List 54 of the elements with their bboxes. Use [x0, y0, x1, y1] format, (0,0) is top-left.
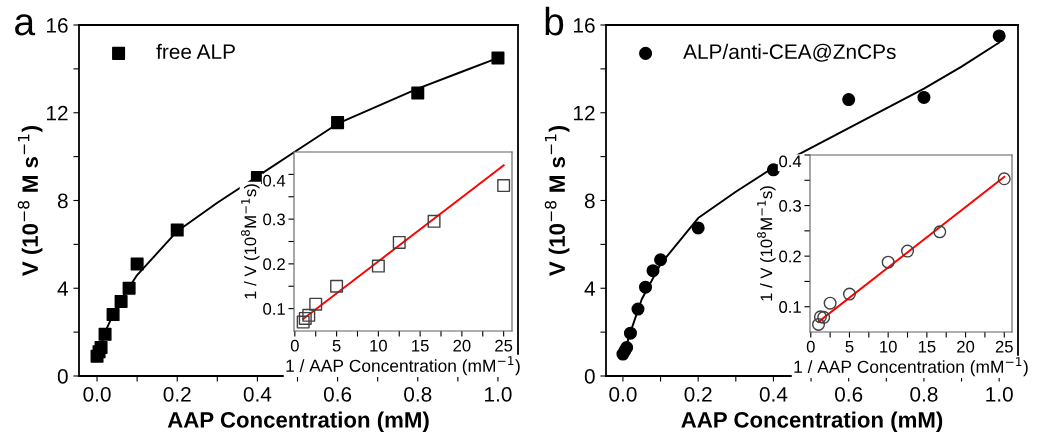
x-tick-label: 15	[412, 339, 429, 352]
y-tick-label: 12	[47, 105, 68, 121]
legend-label: free ALP	[156, 43, 235, 60]
chart-title: a	[15, 14, 36, 36]
x-tick-label: 0.0	[609, 386, 637, 402]
x-axis-title: AAP Concentration (mM)	[681, 411, 943, 433]
y-tick-label: 0.1	[779, 301, 801, 313]
x-tick-label: 0.6	[323, 386, 352, 402]
x-tick-label: 25	[495, 339, 513, 352]
x-tick-label: 0.6	[835, 386, 863, 402]
y-tick-label: 8	[584, 193, 595, 209]
x-tick-label: 0.4	[243, 386, 272, 402]
x-tick-label: 0.2	[684, 386, 712, 402]
y-tick-label: 0.2	[263, 258, 285, 271]
y-tick-label: 16	[574, 18, 595, 33]
y-axis-title: V (10$^{−8}$ M s$^{−1}$)	[544, 126, 570, 277]
x-axis-title: 1 / AAP Concentration (mM$^{−1}$)	[794, 357, 1028, 377]
y-tick-label: 0.4	[263, 174, 286, 187]
x-axis-title: 1 / AAP Concentration (mM$^{−1}$)	[286, 356, 520, 376]
x-tick-label: 25	[995, 340, 1013, 353]
chart-title: b	[545, 6, 564, 36]
y-tick-label: 0.3	[779, 199, 801, 212]
x-tick-label: 0.8	[910, 386, 938, 402]
y-axis-title: 1 / V (10$^{8}$M$^{−1}$s)	[241, 184, 260, 299]
y-tick-label: 0.4	[779, 155, 802, 168]
x-tick-label: 5	[332, 339, 341, 352]
x-tick-label: 1.0	[986, 386, 1013, 402]
x-tick-label: 20	[453, 339, 471, 352]
y-tick-label: 16	[47, 18, 68, 33]
x-axis-title: AAP Concentration (mM)	[167, 411, 429, 433]
y-tick-label: 12	[574, 105, 595, 121]
y-tick-label: 0	[584, 369, 595, 384]
x-tick-label: 0.8	[404, 386, 432, 402]
x-tick-label: 0.0	[83, 386, 111, 402]
y-tick-label: 0.2	[779, 250, 801, 263]
x-tick-label: 5	[845, 340, 854, 353]
x-tick-label: 0	[806, 340, 815, 353]
y-axis-title: V (10$^{−8}$ M s$^{−1}$)	[17, 126, 43, 277]
x-tick-label: 0.4	[759, 386, 788, 402]
x-tick-label: 1.0	[485, 386, 512, 402]
x-tick-label: 0.2	[163, 386, 191, 402]
x-tick-label: 10	[880, 340, 897, 353]
y-tick-label: 4	[584, 281, 595, 296]
y-tick-label: 0	[57, 369, 68, 384]
x-tick-label: 0	[290, 339, 299, 352]
y-tick-label: 0.1	[263, 303, 285, 315]
x-tick-label: 10	[370, 339, 387, 352]
x-tick-label: 20	[957, 340, 975, 353]
y-tick-label: 8	[57, 193, 68, 209]
legend-label: ALP/anti-CEA@ZnCPs	[683, 43, 896, 62]
x-tick-label: 15	[918, 340, 936, 353]
y-tick-label: 4	[57, 281, 68, 296]
y-axis-title: 1 / V (10$^{8}$M$^{−1}$s)	[757, 186, 776, 301]
y-tick-label: 0.3	[263, 213, 285, 226]
